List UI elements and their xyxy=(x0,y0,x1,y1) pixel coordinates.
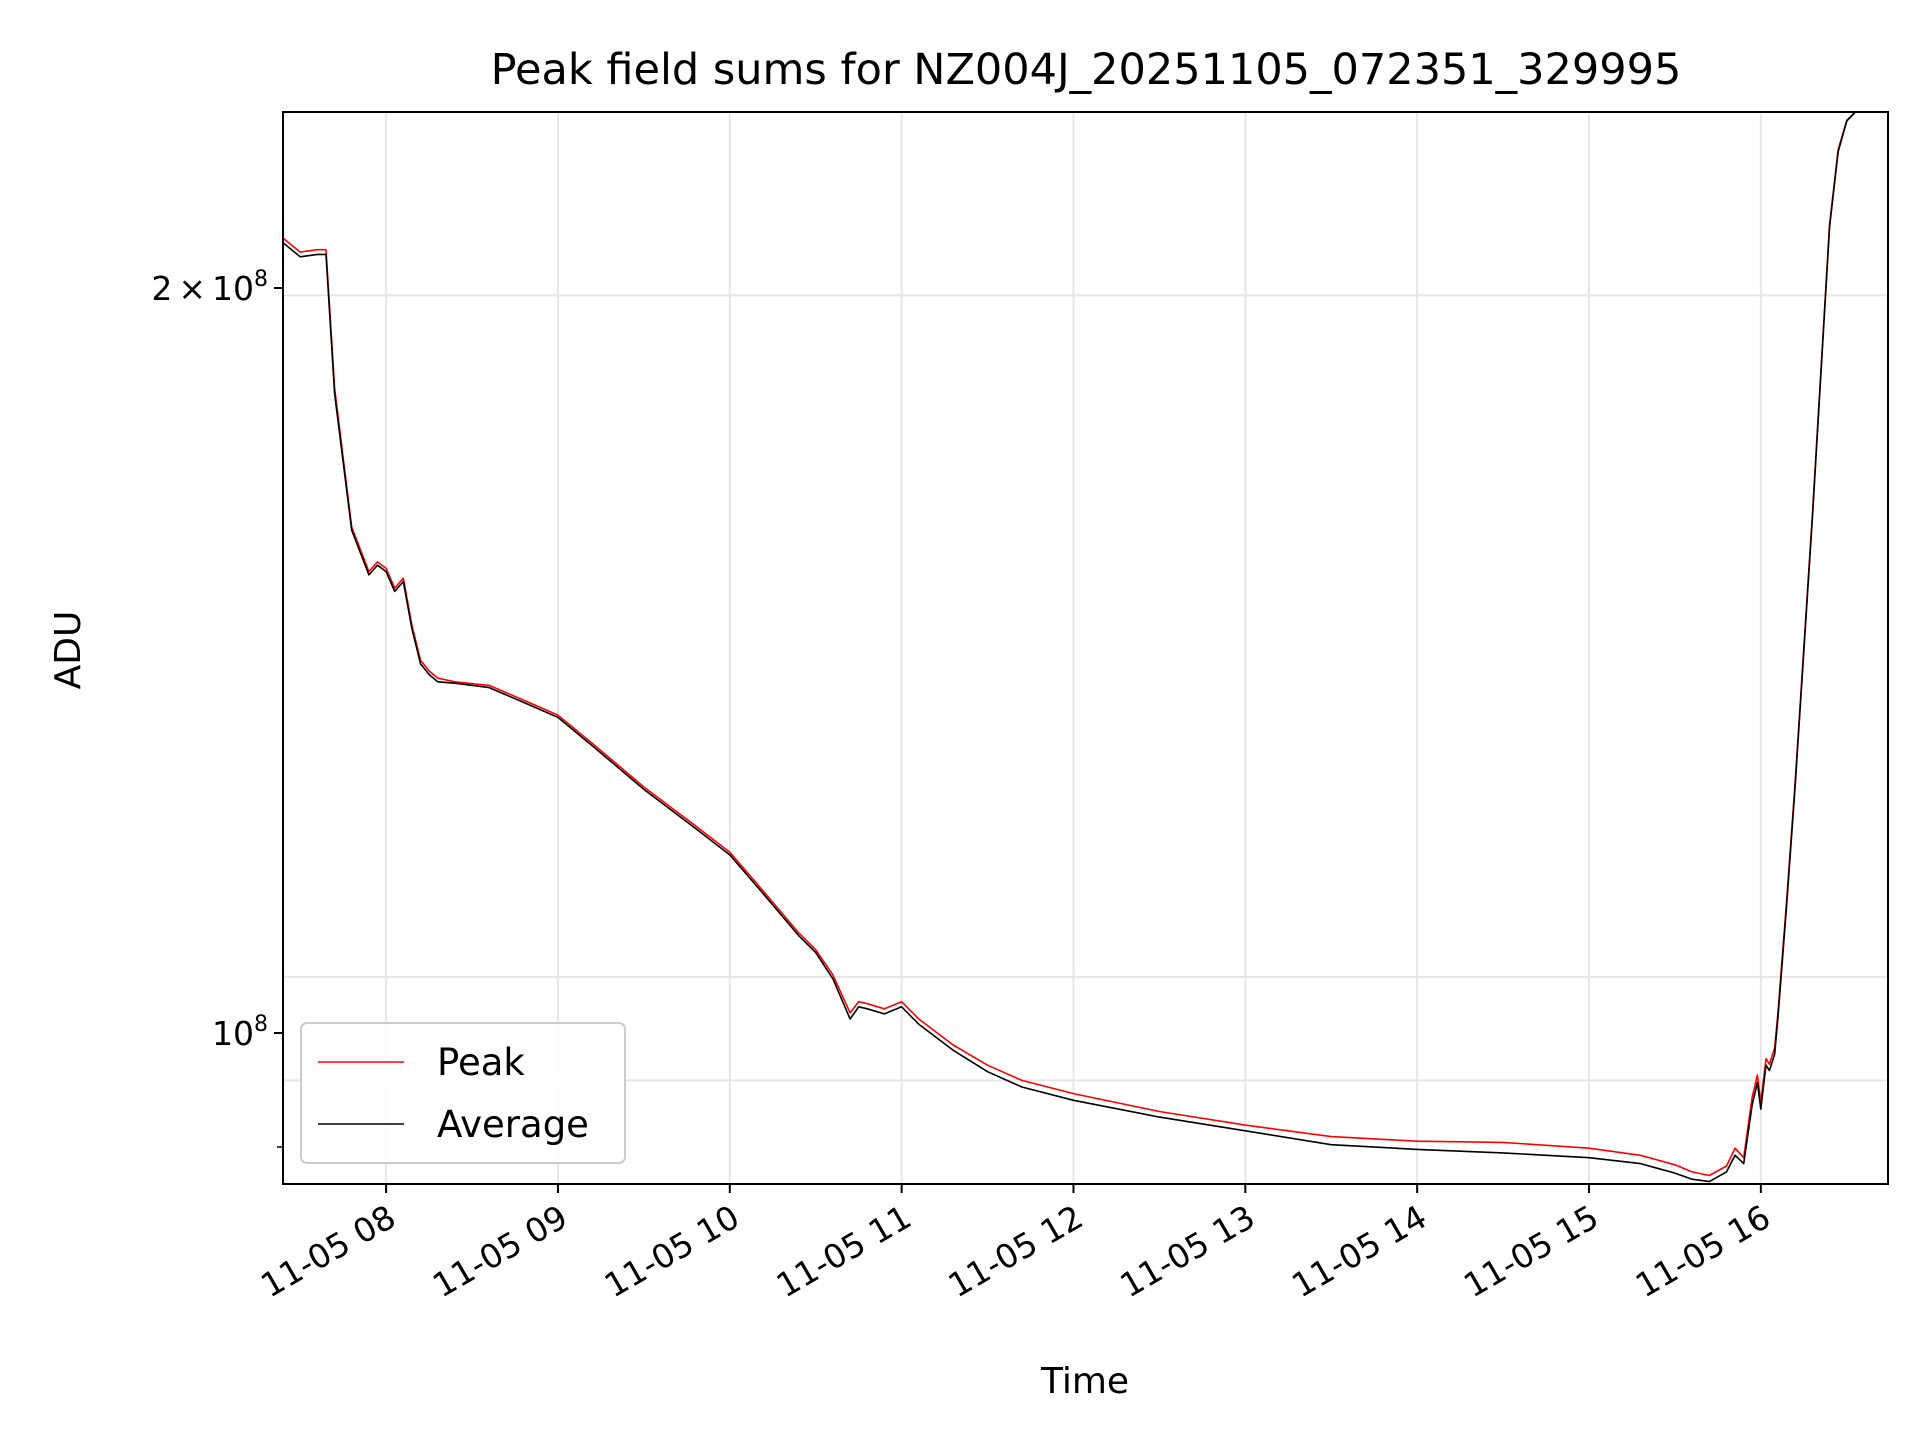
series-layer xyxy=(283,112,1888,1183)
legend: Peak Average xyxy=(300,1022,626,1164)
y-axis-title: ADU xyxy=(48,611,89,690)
axes-frame xyxy=(282,111,1889,1185)
grid-layer xyxy=(283,112,1888,1184)
legend-label-peak: Peak xyxy=(437,1041,525,1084)
plot-area xyxy=(283,112,1888,1184)
x-axis-title: Time xyxy=(1040,1361,1129,1402)
y-tick-label: 108 xyxy=(212,1012,268,1053)
y-tick-label: 2 × 108 xyxy=(151,267,268,308)
y-axis: 2 × 108 108 xyxy=(151,267,283,1148)
series-line-average xyxy=(283,112,1888,1183)
legend-box xyxy=(300,1022,626,1164)
legend-label-average: Average xyxy=(437,1103,589,1146)
chart-title: Peak field sums for NZ004J_20251105_0723… xyxy=(491,45,1682,95)
